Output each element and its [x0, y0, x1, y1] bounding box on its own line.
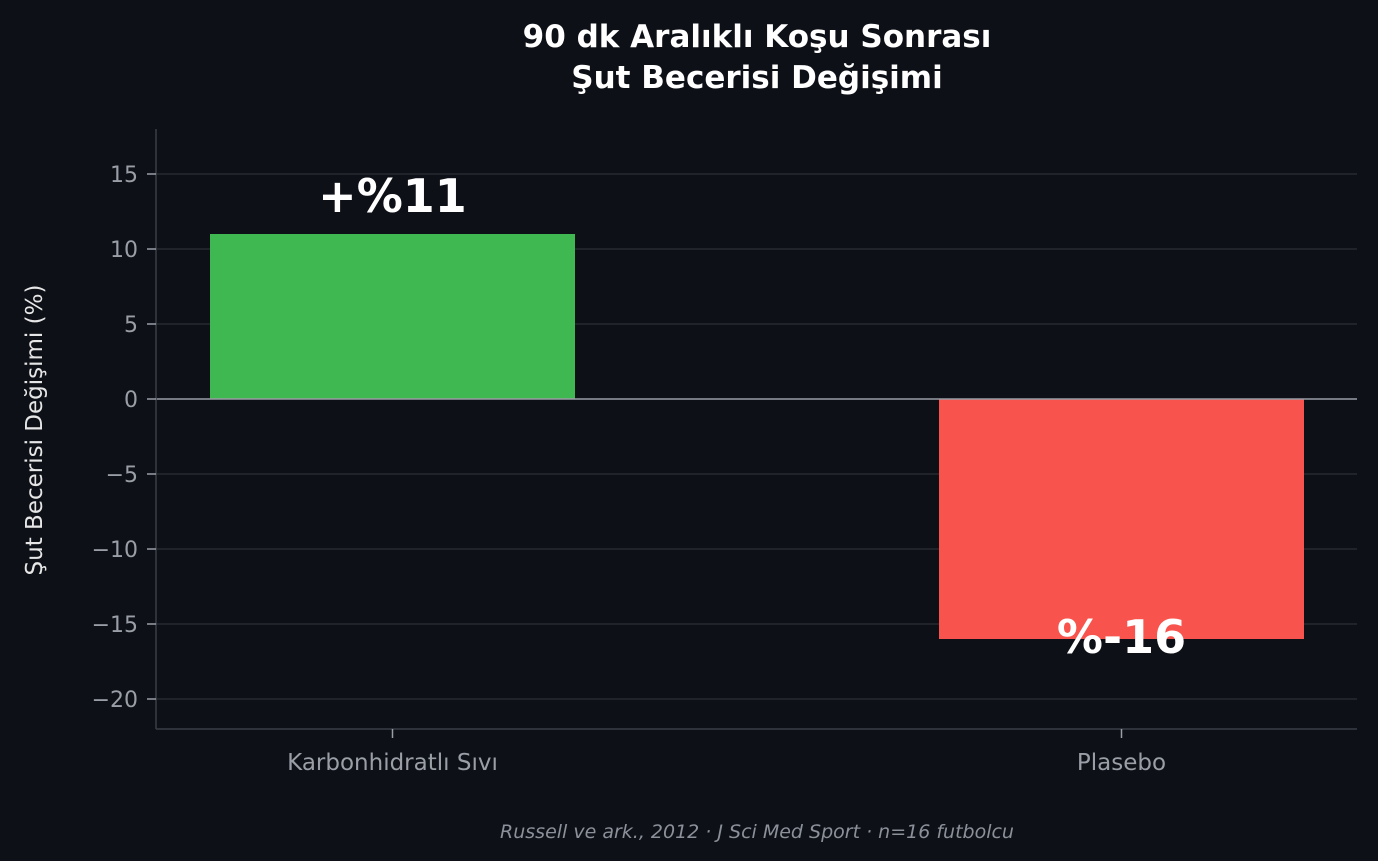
source-note: Russell ve ark., 2012 · J Sci Med Sport … [500, 821, 1014, 843]
data-label-2: %-16 [1057, 610, 1186, 664]
y-tick-label: 15 [110, 163, 138, 188]
x-tick-label: Plasebo [1077, 750, 1166, 776]
chart-title-line-2: Şut Becerisi Değişimi [571, 60, 942, 96]
bar-1 [210, 234, 575, 399]
y-tick-label: 10 [110, 238, 138, 263]
y-tick-label: 0 [124, 388, 138, 413]
bars [210, 234, 1304, 639]
y-tick-label: −5 [106, 463, 138, 488]
bar-2 [939, 399, 1304, 639]
y-tick-label: −15 [92, 613, 138, 638]
x-axis-ticks: Karbonhidratlı Sıvı Plasebo [287, 729, 1166, 776]
data-labels: +%11 %-16 [318, 169, 1186, 664]
y-tick-label: −10 [92, 538, 138, 563]
y-axis-ticks: 15 10 5 0 −5 −10 −15 −20 [92, 163, 156, 713]
chart-title-line-1: 90 dk Aralıklı Koşu Sonrası [523, 19, 992, 55]
x-tick-label: Karbonhidratlı Sıvı [287, 750, 498, 776]
data-label-1: +%11 [318, 169, 467, 223]
y-tick-label: −20 [92, 688, 138, 713]
y-axis-label: Şut Becerisi Değişimi (%) [22, 285, 48, 576]
y-tick-label: 5 [124, 313, 138, 338]
